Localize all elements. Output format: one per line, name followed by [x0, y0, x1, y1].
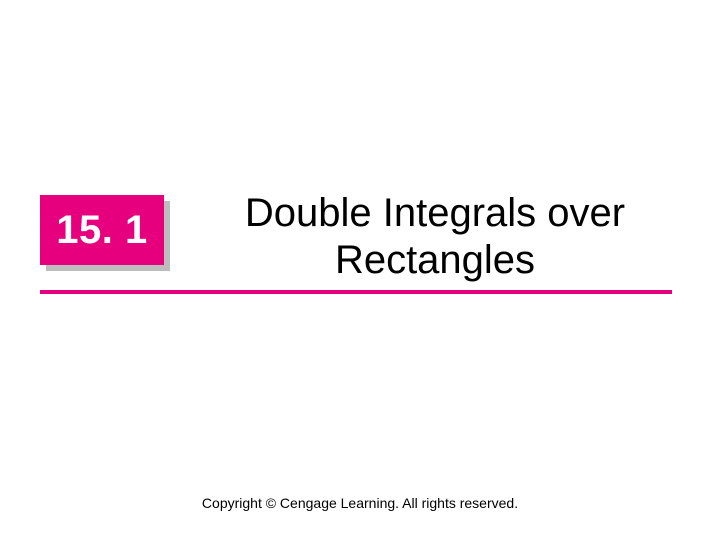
- copyright-text: Copyright © Cengage Learning. All rights…: [0, 495, 720, 511]
- section-number: 15. 1: [56, 208, 147, 253]
- title-underline: [40, 290, 672, 294]
- slide: 15. 1 Double Integrals over Rectangles C…: [0, 0, 720, 540]
- title-area: Double Integrals over Rectangles: [200, 190, 670, 284]
- title-text: Double Integrals over Rectangles: [200, 190, 670, 284]
- section-badge: 15. 1: [40, 195, 164, 265]
- section-badge-box: 15. 1: [40, 195, 164, 265]
